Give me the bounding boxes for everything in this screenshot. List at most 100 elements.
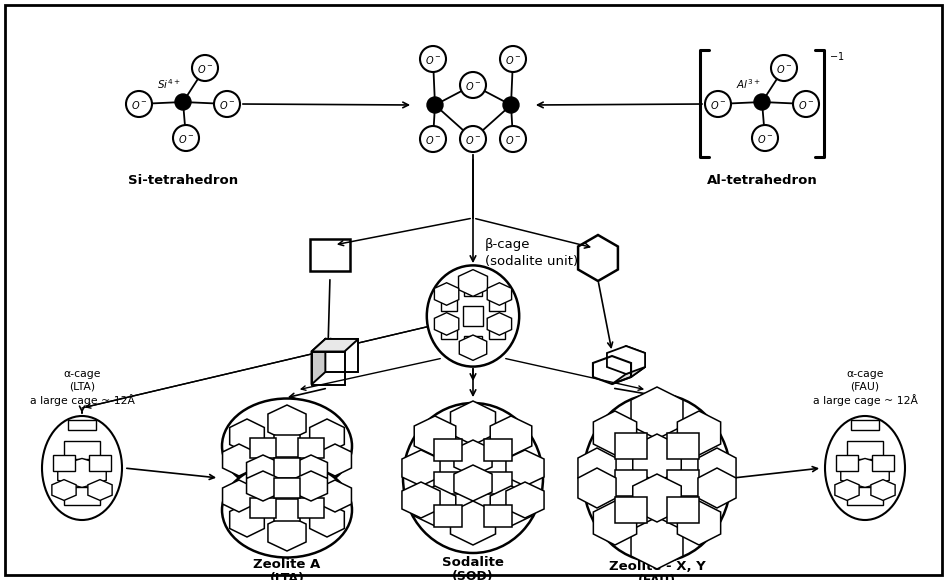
Bar bbox=[490, 324, 505, 339]
Text: Sodalite: Sodalite bbox=[442, 556, 504, 569]
Polygon shape bbox=[698, 448, 736, 488]
Polygon shape bbox=[295, 455, 328, 485]
Polygon shape bbox=[484, 472, 512, 494]
Polygon shape bbox=[677, 411, 721, 455]
Polygon shape bbox=[318, 444, 351, 476]
Polygon shape bbox=[435, 313, 458, 335]
Text: $O^-$: $O^-$ bbox=[776, 63, 793, 75]
Polygon shape bbox=[402, 450, 440, 486]
Circle shape bbox=[752, 125, 778, 151]
Text: $O^-$: $O^-$ bbox=[709, 99, 726, 111]
Circle shape bbox=[460, 126, 486, 152]
Circle shape bbox=[793, 91, 819, 117]
Polygon shape bbox=[312, 339, 326, 385]
Text: α-cage
(LTA)
a large cage ~ 12Å: α-cage (LTA) a large cage ~ 12Å bbox=[29, 369, 134, 406]
Polygon shape bbox=[414, 416, 456, 456]
Ellipse shape bbox=[222, 398, 352, 494]
Text: β-cage
(sodalite unit): β-cage (sodalite unit) bbox=[485, 238, 578, 268]
Polygon shape bbox=[631, 387, 683, 439]
Polygon shape bbox=[506, 482, 545, 518]
Polygon shape bbox=[848, 441, 883, 459]
Polygon shape bbox=[402, 482, 440, 518]
Polygon shape bbox=[612, 346, 645, 363]
Bar bbox=[68, 420, 96, 430]
Text: Si-tetrahedron: Si-tetrahedron bbox=[128, 174, 238, 187]
Ellipse shape bbox=[427, 266, 519, 367]
Polygon shape bbox=[631, 353, 645, 377]
Polygon shape bbox=[275, 478, 300, 498]
Polygon shape bbox=[295, 471, 328, 501]
Polygon shape bbox=[434, 505, 462, 527]
Circle shape bbox=[460, 72, 486, 98]
Polygon shape bbox=[312, 339, 358, 351]
Polygon shape bbox=[487, 282, 511, 305]
Text: (LTA): (LTA) bbox=[270, 572, 304, 580]
Circle shape bbox=[705, 91, 731, 117]
Polygon shape bbox=[668, 470, 699, 496]
Polygon shape bbox=[274, 499, 300, 521]
Polygon shape bbox=[484, 505, 512, 527]
Ellipse shape bbox=[583, 394, 731, 562]
Polygon shape bbox=[318, 480, 351, 512]
Circle shape bbox=[192, 55, 218, 81]
Polygon shape bbox=[487, 313, 511, 335]
Polygon shape bbox=[435, 282, 458, 305]
Polygon shape bbox=[223, 480, 256, 512]
Polygon shape bbox=[847, 487, 884, 505]
Polygon shape bbox=[506, 450, 545, 486]
Polygon shape bbox=[633, 474, 681, 522]
Polygon shape bbox=[841, 458, 889, 488]
Polygon shape bbox=[836, 455, 858, 471]
Ellipse shape bbox=[403, 403, 543, 553]
Polygon shape bbox=[298, 438, 324, 458]
Text: $O^-$: $O^-$ bbox=[219, 99, 236, 111]
Polygon shape bbox=[616, 433, 647, 459]
Text: Al-tetrahedron: Al-tetrahedron bbox=[706, 174, 817, 187]
Text: Zeolite - X, Y: Zeolite - X, Y bbox=[609, 560, 706, 573]
Polygon shape bbox=[872, 455, 894, 471]
Polygon shape bbox=[835, 480, 859, 501]
Circle shape bbox=[500, 46, 526, 72]
Polygon shape bbox=[451, 501, 495, 545]
Circle shape bbox=[503, 97, 519, 113]
Polygon shape bbox=[64, 441, 99, 459]
Text: $O^-$: $O^-$ bbox=[131, 99, 148, 111]
Circle shape bbox=[420, 46, 446, 72]
Polygon shape bbox=[454, 440, 492, 476]
Polygon shape bbox=[633, 434, 681, 482]
Polygon shape bbox=[594, 501, 636, 545]
Polygon shape bbox=[491, 486, 532, 526]
Polygon shape bbox=[451, 401, 495, 445]
Polygon shape bbox=[578, 448, 616, 488]
Text: $Al^{3+}$: $Al^{3+}$ bbox=[736, 77, 760, 91]
Bar bbox=[464, 282, 482, 296]
Text: $O^-$: $O^-$ bbox=[797, 99, 814, 111]
Polygon shape bbox=[58, 458, 106, 488]
Text: Zeolite A: Zeolite A bbox=[254, 558, 321, 571]
Polygon shape bbox=[631, 517, 683, 569]
Polygon shape bbox=[668, 497, 699, 523]
Polygon shape bbox=[616, 470, 647, 496]
Polygon shape bbox=[668, 433, 699, 459]
Bar bbox=[463, 306, 483, 326]
Circle shape bbox=[427, 97, 443, 113]
Text: $O^-$: $O^-$ bbox=[505, 134, 522, 146]
Circle shape bbox=[420, 126, 446, 152]
Polygon shape bbox=[246, 455, 279, 485]
Text: $O^-$: $O^-$ bbox=[424, 134, 441, 146]
Circle shape bbox=[771, 55, 797, 81]
Bar bbox=[440, 295, 456, 311]
Ellipse shape bbox=[222, 462, 352, 557]
Polygon shape bbox=[250, 498, 276, 518]
Text: $O^-$: $O^-$ bbox=[465, 80, 481, 92]
Polygon shape bbox=[459, 335, 487, 360]
Polygon shape bbox=[612, 367, 645, 384]
Polygon shape bbox=[594, 411, 636, 455]
Polygon shape bbox=[52, 480, 76, 501]
Circle shape bbox=[175, 94, 191, 110]
Polygon shape bbox=[223, 444, 256, 476]
Text: $^{-1}$: $^{-1}$ bbox=[829, 52, 845, 66]
Bar bbox=[326, 339, 358, 372]
Polygon shape bbox=[871, 480, 895, 501]
Text: (SOD): (SOD) bbox=[452, 570, 493, 580]
